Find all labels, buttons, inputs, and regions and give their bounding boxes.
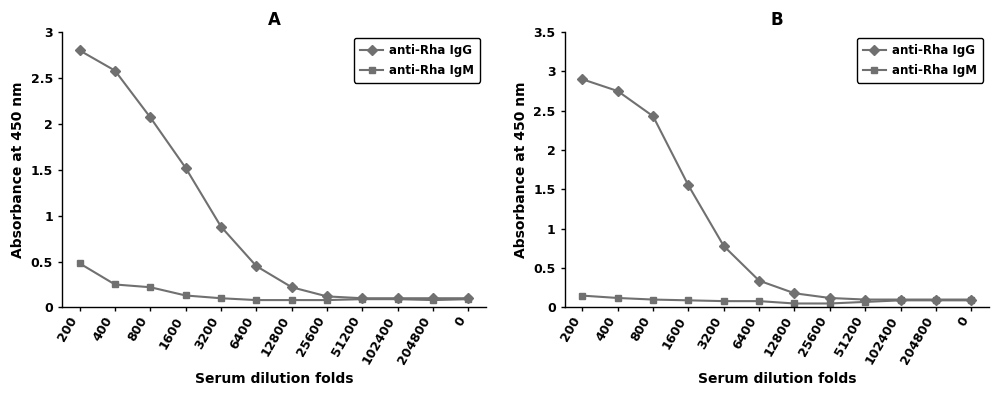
Title: B: B [770, 11, 783, 29]
anti-Rha IgM [576, 293, 588, 298]
anti-Rha IgG [788, 291, 800, 296]
anti-Rha IgG [753, 278, 765, 283]
anti-Rha IgG [895, 297, 907, 302]
anti-Rha IgM [718, 299, 730, 304]
Line: anti-Rha IgG: anti-Rha IgG [76, 47, 472, 302]
anti-Rha IgG [321, 294, 333, 299]
anti-Rha IgM [215, 296, 227, 301]
anti-Rha IgM [824, 301, 836, 306]
anti-Rha IgG [180, 166, 192, 170]
anti-Rha IgM [144, 285, 156, 289]
anti-Rha IgM [74, 261, 86, 266]
anti-Rha IgG [74, 48, 86, 53]
anti-Rha IgM [753, 299, 765, 304]
Title: A: A [268, 11, 280, 29]
anti-Rha IgG [427, 296, 439, 301]
anti-Rha IgG [682, 183, 694, 188]
anti-Rha IgM [682, 298, 694, 303]
anti-Rha IgM [286, 298, 298, 303]
anti-Rha IgM [356, 297, 368, 302]
anti-Rha IgM [788, 301, 800, 306]
anti-Rha IgG [215, 224, 227, 229]
anti-Rha IgM [427, 298, 439, 303]
Line: anti-Rha IgG: anti-Rha IgG [579, 76, 975, 303]
anti-Rha IgG [109, 68, 121, 73]
anti-Rha IgG [824, 296, 836, 301]
anti-Rha IgM [859, 299, 871, 304]
anti-Rha IgG [718, 244, 730, 249]
X-axis label: Serum dilution folds: Serum dilution folds [698, 372, 856, 386]
Line: anti-Rha IgM: anti-Rha IgM [579, 292, 975, 307]
anti-Rha IgM [965, 298, 977, 303]
anti-Rha IgM [930, 298, 942, 303]
anti-Rha IgG [859, 297, 871, 302]
anti-Rha IgM [647, 297, 659, 302]
anti-Rha IgG [286, 285, 298, 289]
Y-axis label: Absorbance at 450 nm: Absorbance at 450 nm [11, 81, 25, 258]
anti-Rha IgM [109, 282, 121, 287]
anti-Rha IgM [462, 297, 474, 302]
anti-Rha IgM [392, 297, 404, 302]
anti-Rha IgM [612, 296, 624, 301]
Y-axis label: Absorbance at 450 nm: Absorbance at 450 nm [514, 81, 528, 258]
anti-Rha IgG [250, 264, 262, 268]
anti-Rha IgG [392, 296, 404, 301]
anti-Rha IgG [462, 296, 474, 301]
anti-Rha IgG [144, 115, 156, 120]
anti-Rha IgG [647, 114, 659, 119]
anti-Rha IgM [321, 298, 333, 303]
X-axis label: Serum dilution folds: Serum dilution folds [195, 372, 353, 386]
Legend: anti-Rha IgG, anti-Rha IgM: anti-Rha IgG, anti-Rha IgM [354, 38, 480, 83]
anti-Rha IgG [356, 296, 368, 301]
anti-Rha IgG [965, 297, 977, 302]
anti-Rha IgM [250, 298, 262, 303]
Line: anti-Rha IgM: anti-Rha IgM [76, 260, 472, 304]
anti-Rha IgM [895, 298, 907, 303]
anti-Rha IgG [930, 297, 942, 302]
anti-Rha IgG [612, 89, 624, 93]
anti-Rha IgG [576, 77, 588, 82]
Legend: anti-Rha IgG, anti-Rha IgM: anti-Rha IgG, anti-Rha IgM [857, 38, 983, 83]
anti-Rha IgM [180, 293, 192, 298]
